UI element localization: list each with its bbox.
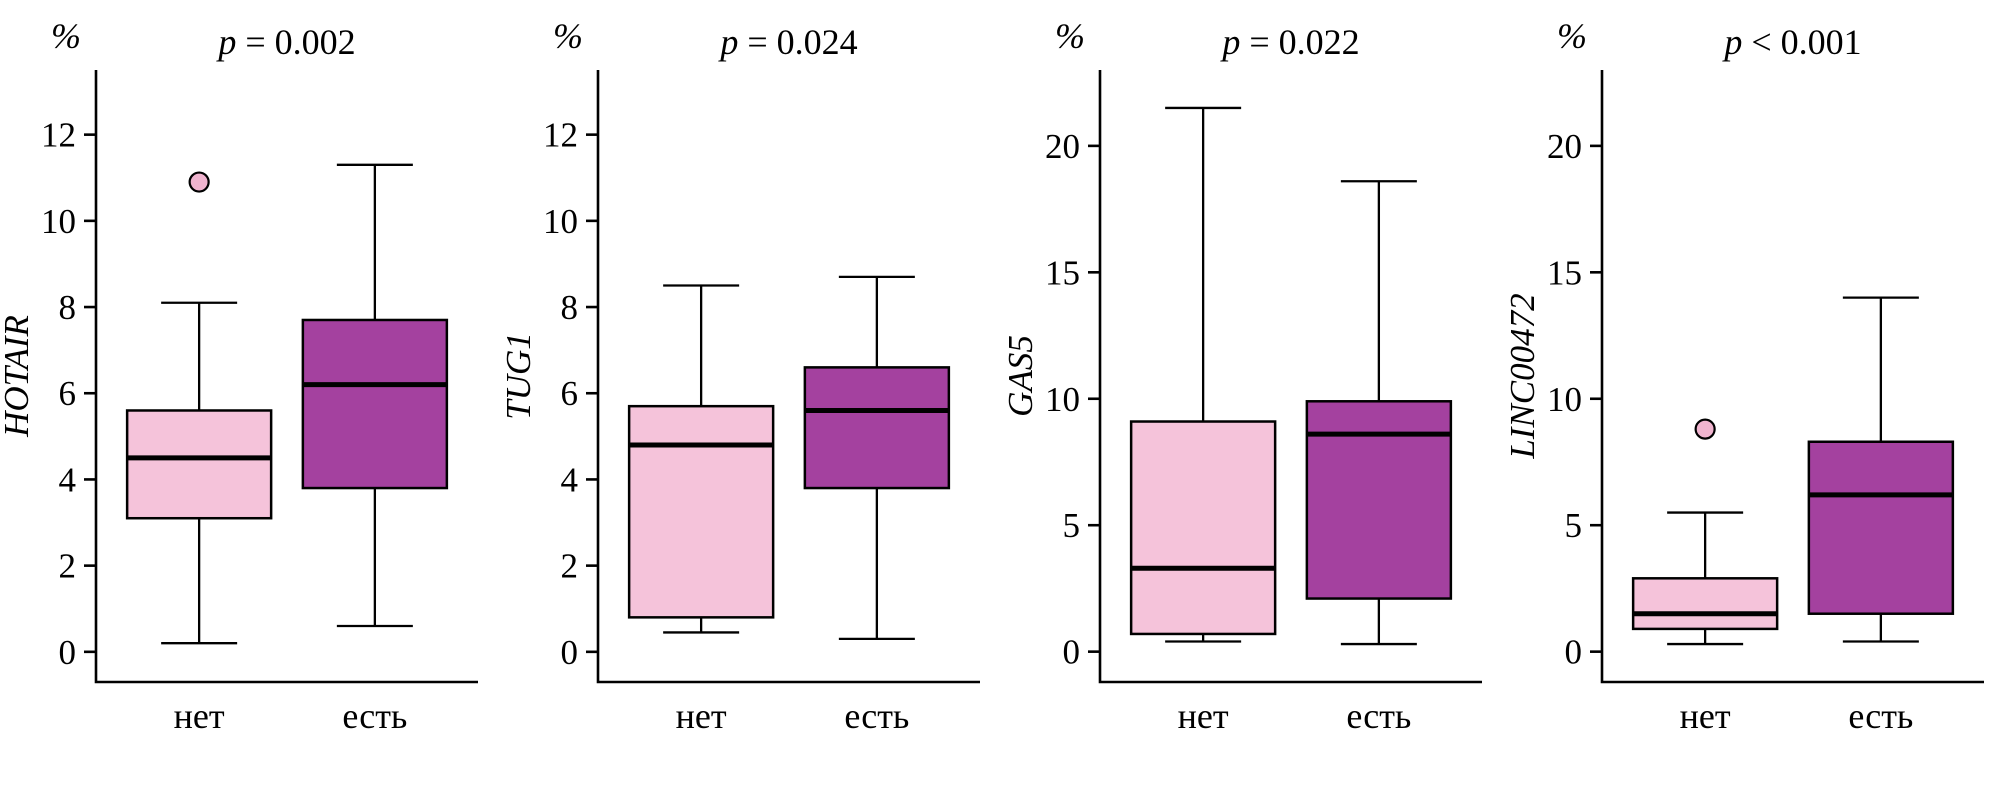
box-group-нет: нет xyxy=(1129,106,1277,736)
box-group-есть: есть xyxy=(803,275,951,736)
y-axis-unit-label: % xyxy=(51,16,81,56)
y-tick-label: 4 xyxy=(59,460,77,499)
boxplot-panel-linc00472: % p < 0.001 LINC00472 0 5 10 15 20 нет есть xyxy=(1503,0,2008,812)
gene-name-label: LINC00472 xyxy=(1506,293,1542,459)
axis-spines xyxy=(1098,70,1482,684)
panel-svg-linc00472: % p < 0.001 LINC00472 0 5 10 15 20 нет есть xyxy=(1503,16,1984,736)
y-tick-label: 10 xyxy=(41,202,76,241)
y-tick-label: 12 xyxy=(543,116,578,155)
gene-name-label: HOTAIR xyxy=(0,315,36,438)
gene-name-label: GAS5 xyxy=(1004,335,1040,417)
boxplot-panel-tug1: % p = 0.024 TUG1 0 2 4 6 8 10 12 нет есть xyxy=(499,0,1004,812)
y-tick-label: 6 xyxy=(59,374,77,413)
p-value-label: p = 0.002 xyxy=(215,22,355,62)
iqr-box xyxy=(627,404,775,619)
gene-name-label: TUG1 xyxy=(502,332,538,420)
y-tick-label: 10 xyxy=(543,202,578,241)
y-tick-label: 4 xyxy=(561,460,579,499)
axis-spines xyxy=(94,70,478,684)
y-tick-label: 2 xyxy=(59,547,77,586)
y-axis-unit-label: % xyxy=(553,16,583,56)
outlier-point xyxy=(188,171,210,193)
y-tick-label: 0 xyxy=(561,633,579,672)
axis-spines xyxy=(596,70,980,684)
box-group-нет: нет xyxy=(627,284,775,736)
boxplot-panel-hotair: % p = 0.002 HOTAIR 0 2 4 6 8 10 12 нет есть xyxy=(0,0,502,812)
category-label: нет xyxy=(174,696,225,736)
y-tick-label: 8 xyxy=(561,288,579,327)
y-tick-label: 0 xyxy=(59,633,77,672)
category-label: нет xyxy=(1680,696,1731,736)
box-group-есть: есть xyxy=(301,163,449,736)
p-value-label: p < 0.001 xyxy=(1721,22,1861,62)
y-tick-label: 8 xyxy=(59,288,77,327)
p-value-label: p = 0.022 xyxy=(1219,22,1359,62)
panel-svg-hotair: % p = 0.002 HOTAIR 0 2 4 6 8 10 12 нет есть xyxy=(0,16,478,736)
y-tick-label: 0 xyxy=(1565,633,1583,672)
y-tick-label: 20 xyxy=(1045,127,1080,166)
iqr-box xyxy=(125,409,273,520)
box-group-нет: нет xyxy=(1631,418,1779,736)
box-group-есть: есть xyxy=(1807,296,1955,736)
category-label: есть xyxy=(1346,696,1411,736)
y-tick-label: 12 xyxy=(41,116,76,155)
iqr-box xyxy=(803,366,951,490)
iqr-box xyxy=(1129,420,1277,636)
y-tick-label: 20 xyxy=(1547,127,1582,166)
y-tick-label: 5 xyxy=(1565,506,1583,545)
panel-svg-tug1: % p = 0.024 TUG1 0 2 4 6 8 10 12 нет есть xyxy=(499,16,980,736)
y-axis-unit-label: % xyxy=(1557,16,1587,56)
category-label: есть xyxy=(342,696,407,736)
iqr-box xyxy=(1305,400,1453,600)
y-tick-label: 2 xyxy=(561,547,579,586)
category-label: есть xyxy=(1848,696,1913,736)
y-tick-label: 10 xyxy=(1045,380,1080,419)
outlier-point xyxy=(1694,418,1716,440)
y-tick-label: 6 xyxy=(561,374,579,413)
box-group-нет: нет xyxy=(125,171,273,736)
p-value-label: p = 0.024 xyxy=(717,22,857,62)
box-group-есть: есть xyxy=(1305,180,1453,736)
category-label: нет xyxy=(1178,696,1229,736)
iqr-box xyxy=(301,318,449,490)
iqr-box xyxy=(1631,577,1779,631)
y-tick-label: 15 xyxy=(1547,253,1582,292)
y-tick-label: 15 xyxy=(1045,253,1080,292)
boxplot-panel-gas5: % p = 0.022 GAS5 0 5 10 15 20 нет есть xyxy=(1001,0,1506,812)
y-tick-label: 0 xyxy=(1063,633,1081,672)
iqr-box xyxy=(1807,440,1955,615)
category-label: нет xyxy=(676,696,727,736)
y-tick-label: 5 xyxy=(1063,506,1081,545)
category-label: есть xyxy=(844,696,909,736)
axis-spines xyxy=(1600,70,1984,684)
y-axis-unit-label: % xyxy=(1055,16,1085,56)
panel-svg-gas5: % p = 0.022 GAS5 0 5 10 15 20 нет есть xyxy=(1001,16,1482,736)
y-tick-label: 10 xyxy=(1547,380,1582,419)
